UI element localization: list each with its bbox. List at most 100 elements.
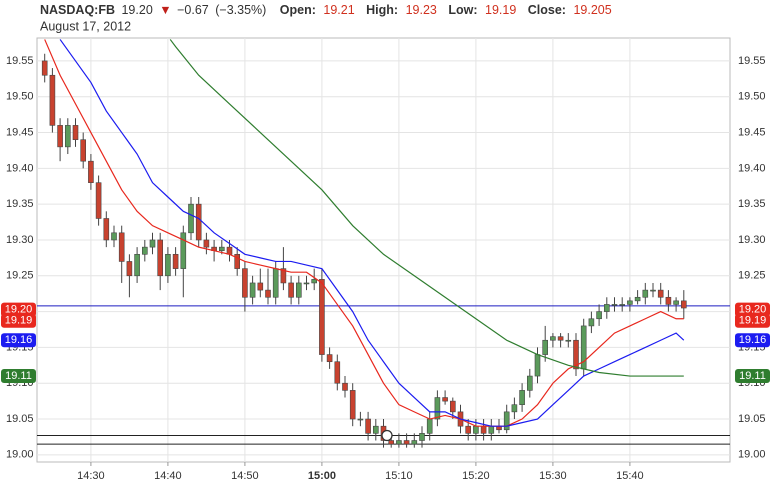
price-tag-label-left: 19.11 — [5, 370, 32, 382]
x-tick-label: 15:30 — [539, 470, 567, 482]
y-tick-label: 19.40 — [6, 162, 34, 174]
candle-body — [403, 440, 410, 445]
y-tick-label-right: 19.45 — [738, 126, 766, 138]
price-tag-right — [735, 313, 770, 328]
candle-body — [642, 289, 649, 298]
price-tag-right — [735, 369, 770, 384]
price-tag-right — [735, 302, 770, 317]
price-tag-label-right: 19.16 — [739, 334, 767, 346]
x-tick-label: 15:20 — [462, 470, 490, 482]
x-tick-label: 14:30 — [77, 470, 105, 482]
candle-body — [511, 404, 518, 413]
y-tick-label: 19.55 — [6, 55, 34, 67]
candle-body — [396, 440, 402, 445]
candle-body — [226, 246, 233, 255]
candle-body — [611, 304, 618, 306]
candle-body — [142, 246, 148, 255]
change: −0.67 — [177, 3, 209, 17]
candle-body — [111, 232, 117, 241]
candle-body — [419, 433, 425, 441]
y-tick-label-right: 19.25 — [738, 270, 766, 282]
candle-body — [57, 125, 63, 148]
price-tag-label-left: 19.20 — [5, 304, 33, 316]
candle-body — [126, 261, 133, 277]
candle-body — [195, 203, 202, 241]
header: NASDAQ:FB 19.20 ▼ −0.67 (−3.35%) Open: 1… — [40, 3, 612, 17]
candle-body — [249, 282, 256, 298]
candle-body — [573, 339, 579, 370]
close: 19.205 — [573, 3, 611, 17]
candle-body — [619, 304, 626, 306]
candle-body — [180, 232, 187, 269]
symbol: NASDAQ:FB — [40, 3, 115, 17]
candle-body — [557, 336, 564, 341]
candle-body — [326, 354, 333, 363]
candle-body — [188, 203, 194, 234]
price-tag-left — [1, 313, 36, 328]
price-tag-label-right: 19.11 — [739, 370, 766, 382]
moving-average-line — [59, 39, 685, 427]
y-tick-label: 19.35 — [6, 198, 34, 210]
grid — [37, 38, 730, 462]
candle-body — [41, 60, 48, 76]
candle-body — [634, 296, 641, 302]
y-tick-label: 19.50 — [6, 91, 34, 103]
low-label: Low: — [448, 3, 477, 17]
open-label: Open: — [280, 3, 316, 17]
candle-body — [103, 218, 110, 241]
plot-frame — [36, 37, 731, 463]
candle-body — [219, 246, 225, 252]
candle-body — [519, 390, 525, 406]
candle-body — [134, 253, 140, 277]
candle-body — [665, 296, 672, 305]
low: 19.19 — [485, 3, 516, 17]
candle-body — [388, 440, 395, 445]
candle-body — [550, 336, 556, 341]
candle-body — [442, 397, 448, 402]
candle-body — [265, 289, 271, 298]
candle-body — [295, 282, 302, 298]
price-tag-label-left: 19.16 — [5, 334, 33, 346]
candle-body — [272, 268, 279, 298]
candle-body — [627, 300, 633, 305]
candle-body — [118, 232, 125, 262]
candle-body — [303, 282, 310, 285]
candle-body — [565, 339, 572, 342]
date: August 17, 2012 — [40, 19, 131, 33]
price-tag-right — [735, 333, 770, 348]
candle-body — [357, 418, 364, 421]
candle-body — [426, 418, 433, 434]
candle-body — [95, 182, 102, 219]
candle-body — [319, 279, 325, 355]
y-tick-label: 19.25 — [6, 270, 34, 282]
candle-body — [365, 418, 371, 434]
candle-body — [203, 239, 210, 248]
candle-body — [465, 425, 472, 434]
candle-body — [449, 400, 456, 413]
candle-body — [157, 239, 163, 277]
candle-body — [673, 300, 679, 305]
candle-body — [372, 425, 379, 434]
x-tick-label: 15:10 — [385, 470, 413, 482]
x-tick-label: 15:00 — [308, 470, 336, 482]
y-tick-label: 19.30 — [6, 234, 34, 246]
moving-average-line — [44, 39, 684, 427]
candle-body — [242, 268, 248, 298]
last: 19.20 — [121, 3, 152, 17]
candle-body — [473, 425, 479, 434]
candle-body — [88, 160, 94, 183]
candle-body — [172, 253, 179, 269]
candle-body — [80, 139, 86, 162]
candle-body — [588, 318, 595, 327]
candle-body — [149, 239, 156, 248]
y-tick-label: 19.05 — [6, 413, 34, 425]
candle-body — [342, 382, 348, 391]
marker — [381, 429, 393, 442]
candle-body — [434, 397, 441, 420]
candle-body — [234, 253, 240, 269]
price-tag-label-right: 19.20 — [739, 304, 767, 316]
candle-body — [503, 411, 510, 431]
candle-body — [542, 339, 549, 355]
y-tick-label: 19.00 — [6, 449, 34, 461]
